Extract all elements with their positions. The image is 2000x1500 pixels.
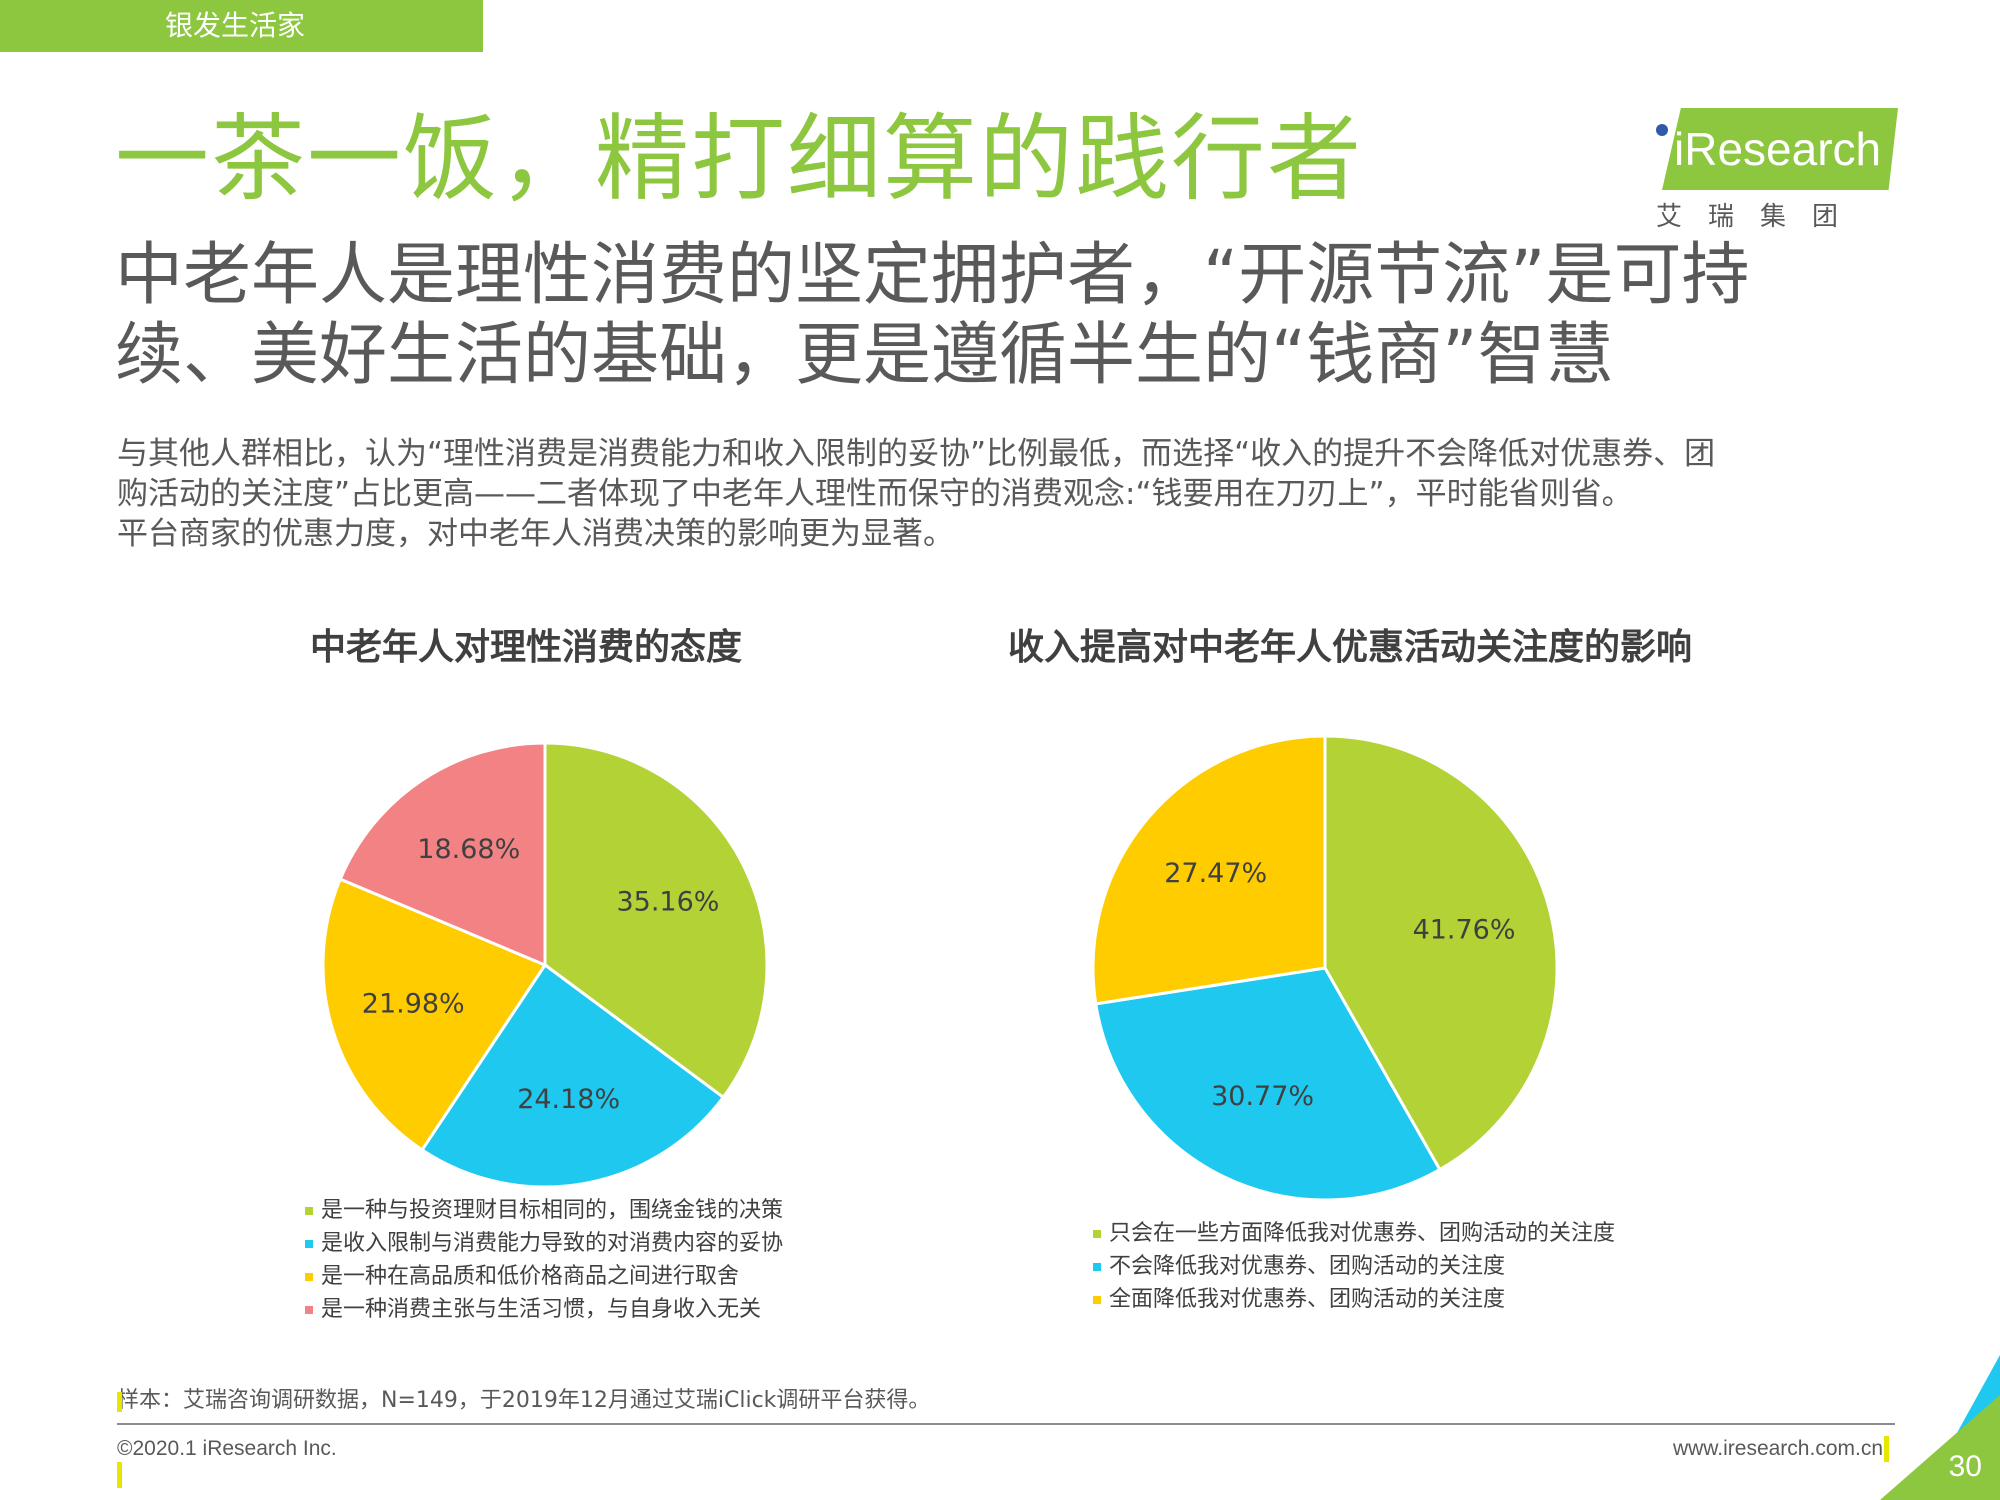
legend-swatch bbox=[1093, 1263, 1101, 1271]
iresearch-logo: iResearch 艾瑞集团 bbox=[1652, 108, 1898, 232]
legend-swatch bbox=[305, 1273, 313, 1281]
legend-swatch bbox=[305, 1207, 313, 1215]
page-title: 一茶一饭，精打细算的践行者 bbox=[115, 105, 1364, 214]
body-line-1: 与其他人群相比，认为“理性消费是消费能力和收入限制的妥协”比例最低，而选择“收入… bbox=[117, 436, 1716, 472]
legend-item: 是收入限制与消费能力导致的对消费内容的妥协 bbox=[305, 1227, 783, 1260]
subtitle-line-2: 续、美好生活的基础，更是遵循半生的“钱商”智慧 bbox=[115, 316, 1614, 395]
body-paragraph: 与其他人群相比，认为“理性消费是消费能力和收入限制的妥协”比例最低，而选择“收入… bbox=[117, 434, 1917, 554]
legend-item: 不会降低我对优惠券、团购活动的关注度 bbox=[1093, 1250, 1615, 1283]
footer-accent-mark bbox=[117, 1462, 122, 1488]
legend-swatch bbox=[305, 1306, 313, 1314]
body-line-2: 购活动的关注度”占比更高——二者体现了中老年人理性而保守的消费观念:“钱要用在刀… bbox=[117, 476, 1633, 512]
pie-data-label: 24.18% bbox=[517, 1084, 620, 1115]
legend-label: 只会在一些方面降低我对优惠券、团购活动的关注度 bbox=[1109, 1221, 1616, 1246]
logo-flag-shape bbox=[1662, 108, 1898, 190]
legend-item: 全面降低我对优惠券、团购活动的关注度 bbox=[1093, 1283, 1615, 1316]
footer-accent-mark bbox=[117, 1392, 122, 1412]
corner-decoration bbox=[1880, 1355, 2000, 1500]
sample-footnote: 样本：艾瑞咨询调研数据，N=149，于2019年12月通过艾瑞iClick调研平… bbox=[117, 1388, 931, 1413]
pie-slice bbox=[1323, 734, 1559, 1172]
pie-data-label: 30.77% bbox=[1211, 1081, 1314, 1112]
logo-dot-icon bbox=[1656, 124, 1668, 136]
pie-slice bbox=[1094, 966, 1442, 1202]
pie-data-label: 35.16% bbox=[616, 887, 719, 918]
page-subtitle: 中老年人是理性消费的坚定拥护者，“开源节流”是可持 续、美好生活的基础，更是遵循… bbox=[115, 236, 1915, 396]
legend-label: 是一种与投资理财目标相同的，围绕金钱的决策 bbox=[321, 1198, 784, 1223]
logo-sub-text: 艾瑞集团 bbox=[1656, 202, 1865, 232]
legend-label: 是一种消费主张与生活习惯，与自身收入无关 bbox=[321, 1297, 762, 1322]
chart-1-pie: 35.16% 24.18% 21.98% 18.68% bbox=[321, 741, 769, 1189]
page-number: 30 bbox=[1948, 1450, 1982, 1483]
legend-label: 全面降低我对优惠券、团购活动的关注度 bbox=[1109, 1287, 1506, 1312]
legend-swatch bbox=[1093, 1296, 1101, 1304]
pie-data-label: 41.76% bbox=[1413, 915, 1516, 946]
pie-slice bbox=[419, 962, 726, 1189]
legend-item: 是一种在高品质和低价格商品之间进行取舍 bbox=[305, 1260, 783, 1293]
footer-accent-mark bbox=[1884, 1436, 1889, 1462]
pie-data-label: 21.98% bbox=[362, 988, 465, 1019]
legend-label: 是一种在高品质和低价格商品之间进行取舍 bbox=[321, 1264, 740, 1289]
chart-1-legend: 是一种与投资理财目标相同的，围绕金钱的决策 是收入限制与消费能力导致的对消费内容… bbox=[305, 1194, 783, 1326]
chart-2-legend: 只会在一些方面降低我对优惠券、团购活动的关注度 不会降低我对优惠券、团购活动的关… bbox=[1093, 1217, 1615, 1316]
legend-swatch bbox=[305, 1240, 313, 1248]
legend-item: 是一种与投资理财目标相同的，围绕金钱的决策 bbox=[305, 1194, 783, 1227]
legend-item: 是一种消费主张与生活习惯，与自身收入无关 bbox=[305, 1293, 783, 1326]
footer-divider bbox=[117, 1423, 1895, 1425]
pie-slice bbox=[1091, 734, 1327, 1006]
pie-slice bbox=[321, 877, 548, 1152]
legend-label: 是收入限制与消费能力导致的对消费内容的妥协 bbox=[321, 1231, 784, 1256]
pie-data-label: 27.47% bbox=[1164, 858, 1267, 889]
legend-item: 只会在一些方面降低我对优惠券、团购活动的关注度 bbox=[1093, 1217, 1615, 1250]
copyright-text: ©2020.1 iResearch Inc. bbox=[117, 1437, 337, 1460]
pie-data-label: 18.68% bbox=[417, 834, 520, 865]
legend-swatch bbox=[1093, 1230, 1101, 1238]
pie-slice bbox=[543, 741, 769, 1100]
chart-2-pie: 41.76% 30.77% 27.47% bbox=[1091, 734, 1559, 1202]
subtitle-line-1: 中老年人是理性消费的坚定拥护者，“开源节流”是可持 bbox=[115, 236, 1750, 315]
body-line-3: 平台商家的优惠力度，对中老年人消费决策的影响更为显著。 bbox=[117, 516, 954, 552]
legend-label: 不会降低我对优惠券、团购活动的关注度 bbox=[1109, 1254, 1506, 1279]
logo-brand-text: iResearch bbox=[1674, 123, 1882, 175]
chart-2-title: 收入提高对中老年人优惠活动关注度的影响 bbox=[1008, 627, 1693, 668]
chart-1-title: 中老年人对理性消费的态度 bbox=[310, 627, 743, 668]
website-link[interactable]: www.iresearch.com.cn bbox=[1672, 1437, 1883, 1460]
section-tab: 银发生活家 bbox=[0, 0, 483, 52]
pie-slice bbox=[338, 741, 547, 968]
